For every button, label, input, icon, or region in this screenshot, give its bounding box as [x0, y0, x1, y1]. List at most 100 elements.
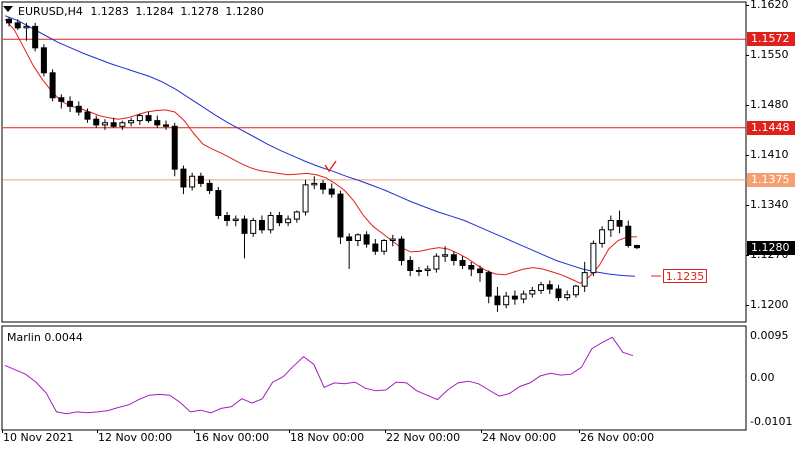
candle-body	[23, 25, 30, 29]
menu-dropdown-icon[interactable]	[3, 6, 13, 12]
time-tick-mark	[385, 430, 386, 433]
candle	[180, 165, 187, 195]
candle-body	[398, 238, 405, 261]
candle-body	[442, 254, 449, 257]
price-tick-mark	[746, 54, 749, 56]
horizontal-levels	[3, 38, 746, 181]
candle-body	[320, 182, 326, 190]
time-tick-label: 18 Nov 00:00	[290, 431, 365, 444]
candle	[337, 190, 344, 245]
candle	[450, 251, 457, 266]
candle	[224, 211, 231, 227]
candle	[163, 120, 169, 130]
indicator-title: Marlin 0.0044	[7, 331, 83, 344]
candle	[590, 240, 597, 277]
candle-body	[538, 284, 545, 291]
candle-body	[459, 259, 466, 266]
candle-body	[346, 236, 353, 242]
candle	[511, 290, 518, 305]
candle-body	[145, 115, 152, 122]
candle-body	[337, 193, 344, 238]
candle	[40, 44, 47, 77]
candle	[101, 119, 108, 130]
price-tick-mark	[746, 304, 749, 306]
candle	[171, 122, 178, 177]
candle	[84, 108, 91, 123]
candle	[110, 117, 117, 128]
candle-body	[389, 238, 396, 241]
candle	[67, 96, 74, 113]
price-tick-mark	[746, 204, 749, 206]
candle-body	[232, 218, 239, 222]
time-tick-mark	[579, 430, 580, 433]
candle	[250, 217, 257, 237]
candle	[320, 179, 326, 195]
candle	[520, 290, 527, 304]
candle	[75, 101, 82, 116]
candle	[58, 94, 65, 109]
target-price-label: 1.1235	[663, 269, 707, 283]
candle-body	[450, 254, 457, 261]
checkmark-icon	[324, 160, 337, 173]
candle-body	[128, 120, 135, 124]
candle-body	[381, 240, 388, 252]
close-value: 1.1280	[225, 5, 264, 18]
candle-body	[189, 175, 196, 188]
candle	[154, 115, 161, 128]
candle-body	[163, 124, 169, 127]
candle	[206, 179, 213, 195]
time-tick-label: 10 Nov 2021	[3, 431, 74, 444]
time-tick-mark	[2, 430, 3, 433]
price-tick-label: 1.1200	[750, 297, 789, 311]
candle-body	[180, 168, 187, 188]
candle	[346, 233, 353, 270]
candle	[607, 215, 614, 237]
indicator-tick-label: -0.0101	[750, 415, 793, 428]
candle-body	[494, 295, 501, 306]
candle	[529, 286, 536, 298]
candle-body	[415, 269, 422, 272]
price-level-label: 1.1448	[747, 120, 795, 135]
candle-body	[407, 259, 414, 271]
candle	[285, 215, 292, 227]
candle-body	[93, 118, 100, 126]
oscillator-series	[4, 336, 634, 415]
candle-body	[468, 264, 475, 270]
candle-body	[529, 289, 536, 295]
candle-body	[503, 295, 510, 306]
high-value: 1.1284	[135, 5, 174, 18]
candle	[572, 284, 579, 298]
candle	[468, 261, 475, 277]
candle	[93, 115, 100, 128]
open-value: 1.1283	[90, 5, 129, 18]
price-level-label: 1.1280	[747, 240, 795, 255]
ma-slow-line	[4, 15, 636, 277]
candle-body	[424, 268, 431, 271]
candle-body	[302, 184, 309, 213]
candle	[145, 112, 152, 123]
candle	[302, 179, 309, 216]
candle-body	[110, 122, 117, 127]
time-tick-label: 24 Nov 00:00	[482, 431, 557, 444]
candle	[276, 211, 283, 227]
candle-body	[485, 272, 492, 297]
candle	[232, 215, 239, 227]
candle-body	[119, 122, 126, 127]
time-tick-label: 12 Nov 00:00	[98, 431, 173, 444]
time-tick-label: 26 Nov 00:00	[580, 431, 655, 444]
candle-body	[363, 234, 370, 245]
candle-body	[599, 229, 606, 244]
candle	[389, 234, 396, 247]
symbol-label: EURUSD,H4	[18, 5, 83, 18]
time-tick-label: 22 Nov 00:00	[386, 431, 461, 444]
candle-body	[215, 190, 222, 217]
candle-body	[285, 218, 292, 224]
price-level-label: 1.1572	[747, 32, 795, 47]
indicator-tick-label: 0.00	[750, 370, 775, 384]
candle	[136, 113, 143, 125]
candle-body	[14, 22, 21, 29]
low-value: 1.1278	[180, 5, 219, 18]
candle	[32, 22, 39, 52]
candle-body	[241, 218, 248, 234]
